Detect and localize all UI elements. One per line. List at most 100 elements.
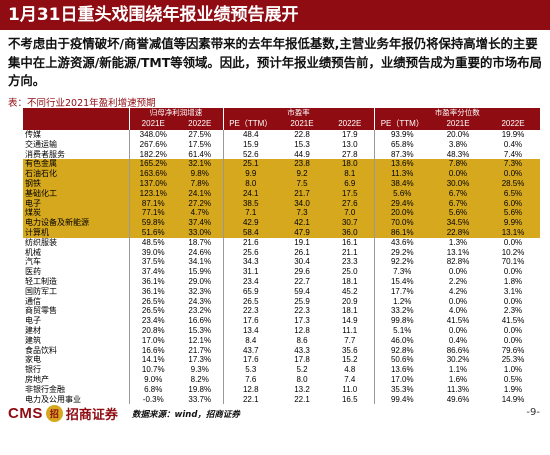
table-cell: 35.6 [341,345,358,355]
table-cell: 32.1% [177,159,223,170]
table-cell: 92.8% [373,345,431,356]
table-cell: 99.4% [373,394,431,405]
table-cell: 39.0% [128,247,177,258]
industry-name: 电子 [25,316,41,326]
table-cell: 30.4 [294,257,310,267]
table-row: 商贸零售 26.5% 23.2% 22.3 22.3 18.1 33.2% 4.0% 2.3% [23,306,540,317]
table-cell: 1.8% [503,276,523,286]
table-cell: 24.6% [188,247,212,257]
table-cell: 23.2% [188,306,212,316]
table-cell: 46.0% [373,335,431,346]
table-cell: 20.8% [128,325,177,336]
table-cell: 20.9 [341,296,358,306]
table-cell: 7.5 [278,178,326,189]
table-cell: 35.3% [373,384,431,395]
table-cell: 59.8% [128,218,177,228]
table-cell: 17.3 [294,316,310,326]
industry-name: 纺织服装 [25,237,57,247]
table-cell: 34.5% [430,218,487,228]
table-cell: 0.0% [430,169,487,179]
table-cell: 41.5% [501,316,525,326]
table-cell: 11.3% [373,169,431,179]
table-cell: 7.6 [222,374,278,385]
table-cell: 8.1 [326,169,375,179]
table-row: 石油石化 163.6% 9.8% 9.9 9.2 8.1 11.3% 0.0% 0.0% [23,169,541,179]
table-cell: 12.1% [188,335,212,345]
table-cell: 0.0% [503,296,523,306]
table-cell: 4.8 [344,365,356,375]
table-cell: 7.4% [503,149,523,159]
table-cell: 30.7 [326,218,375,228]
table-cell: 29.0% [188,276,212,286]
industry-name: 食品饮料 [25,345,57,355]
industry-earnings-table: 归母净利润增速 市盈率 市盈率分位数 2021E 2022E PE（TTM） 2… [23,108,541,405]
table-row: 房地产 9.0% 8.2% 7.6 8.0 7.4 17.0% 1.6% 0.5% [23,374,540,385]
table-cell: 17.0% [128,335,177,346]
table-row: 电子 87.1% 27.2% 38.5 34.0 27.6 29.4% 6.7% 6.0% [23,198,541,209]
table-cell: 18.1 [341,276,358,286]
table-cell: 6.9 [326,178,375,189]
table-cell: 22.7 [294,276,310,286]
table-cell: 19.1 [294,237,310,247]
table-cell: 7.3% [373,267,431,277]
table-cell: 7.8% [177,178,223,189]
table-cell: 65.8% [373,139,431,150]
table-row: 通信 26.5% 24.3% 26.5 25.9 20.9 1.2% 0.0% 0.0% [23,296,540,307]
table-cell: 87.3% [373,149,431,160]
table-cell: 2.2% [448,276,468,286]
table-cell: 0.0% [448,296,468,306]
table-cell: 22.3 [294,306,310,316]
industry-name: 钢铁 [23,178,129,189]
table-cell: 9.8% [177,169,223,179]
table-cell: 30.2% [446,355,470,365]
table-cell: 24.1% [177,188,223,199]
table-cell: 29.4% [373,198,431,209]
table-cell: 0.0% [486,169,541,179]
data-source-note: 数据来源：wind，招商证券 [132,410,240,420]
table-cell: 7.8% [430,159,487,170]
table-cell: 20.0% [446,130,470,139]
table-cell: 26.5% [128,306,177,317]
table-cell: 43.7 [222,345,278,356]
table-cell: 11.1 [342,325,358,335]
industry-name: 银行 [25,365,41,375]
group-header-pe: 市盈率 [222,108,375,118]
table-row: 电力设备及新能源 59.8% 37.4% 42.9 42.1 30.7 70.0% 34.5%… [23,218,541,228]
table-cell: 18.7% [188,237,212,247]
table-cell: 34.0 [278,198,326,209]
industry-name: 国防军工 [25,286,57,296]
table-row: 建筑 17.0% 12.1% 8.4 8.6 7.7 46.0% 0.4% 0.0% [23,335,540,346]
table-row: 电力及公用事业 -0.3% 33.7% 22.1 22.1 16.5 99.4% 49.6% 1… [23,394,540,405]
table-cell: 37.5% [128,257,177,268]
table-cell: 9.2 [278,169,326,179]
table-cell: 31.1 [222,267,278,277]
table-cell: 15.2 [341,355,358,365]
table-cell: 28.5% [486,178,541,189]
table-cell: 23.8 [278,159,326,170]
table-cell: 21.7% [188,345,212,355]
table-cell: 8.4 [222,335,278,346]
table-cell: 137.0% [128,178,177,189]
table-cell: 43.3 [294,345,310,355]
table-cell: 86.6% [446,345,470,355]
table-cell: 1.1% [448,365,468,375]
header-blank [23,118,129,130]
table-cell: 79.6% [501,345,525,355]
table-cell: 163.6% [128,169,177,179]
logo-text-en: CMS [8,405,43,422]
logo-badge-icon: 招 [45,405,63,422]
table-cell: 21.6 [222,237,278,248]
table-cell: 51.6% [128,227,177,238]
table-cell: 13.6% [373,159,431,170]
industry-name: 交通运输 [25,139,57,149]
table-cell: 5.2 [296,365,308,375]
table-row: 基础化工 123.1% 24.1% 24.1 21.7 17.5 5.6% 6.7% 6.5% [23,188,541,199]
table-cell: 15.3% [188,325,212,335]
table-cell: 14.9 [341,316,358,326]
table-cell: 29.6 [294,267,310,277]
table-cell: 182.2% [128,149,177,160]
table-cell: 36.1% [128,286,177,297]
table-cell: 6.0% [486,198,541,209]
table-cell: 0.4% [503,139,523,149]
table-cell: 9.9% [486,218,541,228]
